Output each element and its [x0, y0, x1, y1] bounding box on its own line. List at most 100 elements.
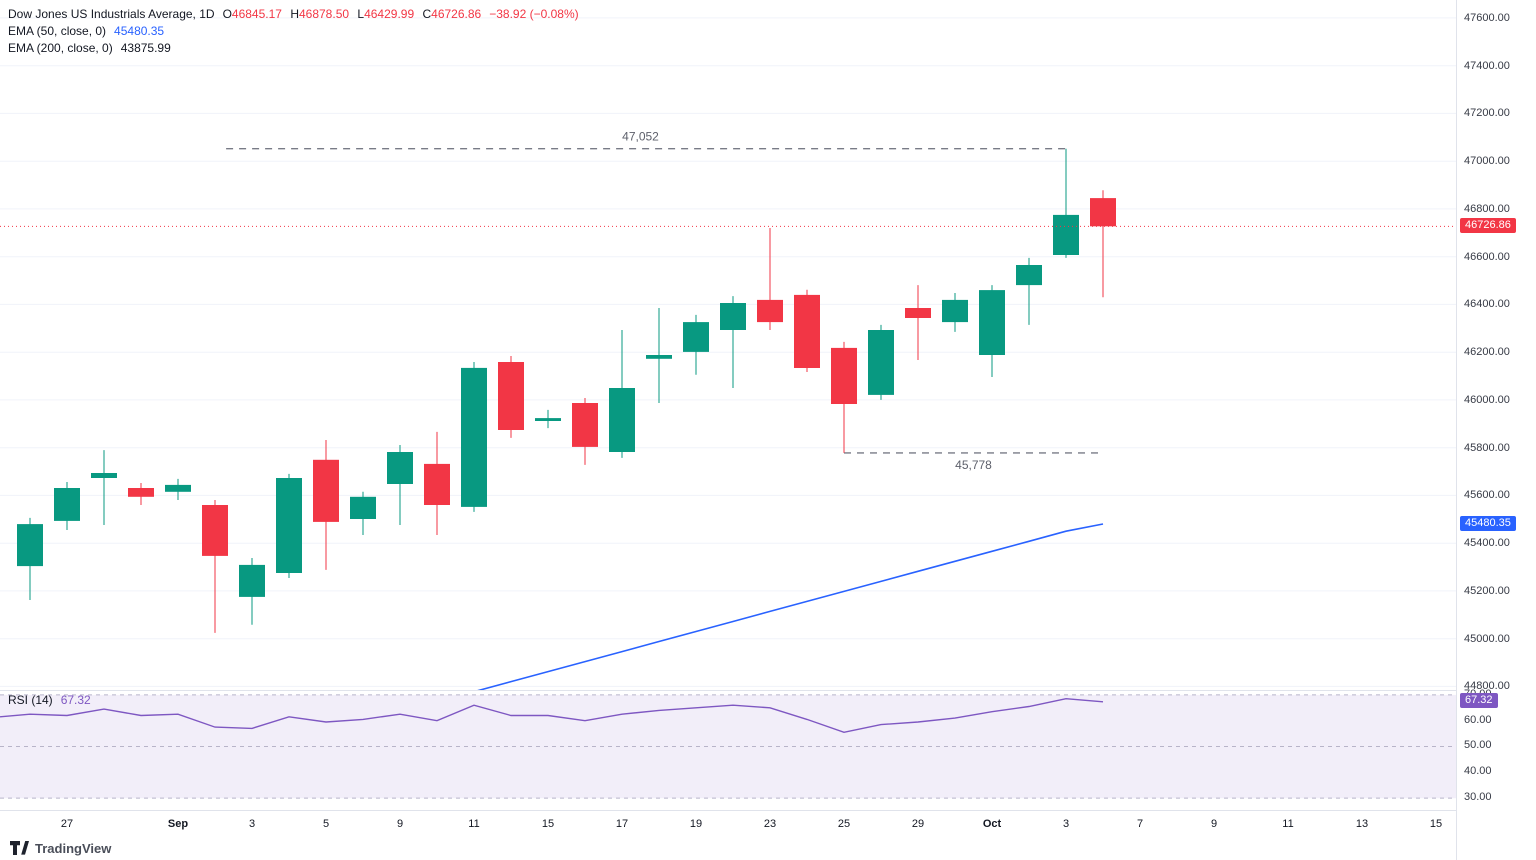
candle[interactable]: [757, 228, 783, 330]
ema200-legend-row[interactable]: EMA (200, close, 0) 43875.99: [8, 40, 579, 56]
rsi-chart[interactable]: [0, 691, 1456, 810]
time-tick: 19: [689, 818, 703, 830]
ema200-label: EMA (200, close, 0): [8, 41, 113, 55]
candle[interactable]: [313, 440, 339, 570]
rsi-tick: 50.00: [1464, 739, 1492, 751]
close-value: 46726.86: [431, 7, 482, 21]
low-value: 46429.99: [364, 7, 415, 21]
rsi-pane[interactable]: [0, 690, 1456, 810]
time-tick: Oct: [982, 818, 1002, 830]
time-tick: 27: [60, 818, 74, 830]
time-tick: 13: [1355, 818, 1369, 830]
candle[interactable]: [831, 341, 857, 453]
candle[interactable]: [794, 289, 820, 372]
main-legend: Dow Jones US Industrials Average, 1D O46…: [8, 6, 579, 57]
candle[interactable]: [979, 285, 1005, 377]
ema50-label: EMA (50, close, 0): [8, 24, 107, 38]
candle[interactable]: [91, 450, 117, 525]
candle[interactable]: [387, 445, 413, 525]
time-tick: 25: [837, 818, 851, 830]
time-axis[interactable]: 27 Sep 3 5 9 11 15 17 19 23 25 29 Oct 3 7 9 11 13 15: [0, 810, 1456, 838]
candle[interactable]: [683, 314, 709, 375]
price-tick: 45600.00: [1464, 489, 1510, 501]
last-price-badge: 46726.86: [1460, 218, 1516, 233]
rsi-line[interactable]: [0, 697, 1104, 734]
time-tick: 9: [396, 818, 404, 830]
candle[interactable]: [276, 473, 302, 578]
candle[interactable]: [461, 362, 487, 512]
time-tick: 5: [322, 818, 330, 830]
candle[interactable]: [646, 308, 672, 403]
footer-bar: TradingView: [10, 837, 111, 859]
open-value: 46845.17: [231, 7, 282, 21]
candle[interactable]: [1016, 257, 1042, 325]
price-tick: 45800.00: [1464, 442, 1510, 454]
ohlc-values: O46845.17 H46878.50 L46429.99 C46726.86: [223, 6, 482, 22]
candle[interactable]: [128, 483, 154, 505]
close-label: C: [422, 7, 432, 21]
time-tick: 3: [248, 818, 256, 830]
ema50-value: 45480.35: [114, 24, 165, 38]
price-tick: 47000.00: [1464, 155, 1510, 167]
candle[interactable]: [350, 491, 376, 535]
time-tick: 29: [911, 818, 925, 830]
candle[interactable]: [424, 431, 450, 535]
time-tick: 11: [468, 818, 480, 830]
time-tick: Sep: [167, 818, 189, 830]
rsi-tick: 40.00: [1464, 765, 1492, 777]
candle[interactable]: [165, 478, 191, 500]
price-tick: 44800.00: [1464, 680, 1510, 692]
time-tick: 11: [1282, 818, 1294, 830]
price-tick: 46000.00: [1464, 394, 1510, 406]
candle[interactable]: [54, 482, 80, 530]
main-chart-pane[interactable]: 47,052 45,778: [0, 0, 1456, 690]
candle[interactable]: [202, 500, 228, 633]
candle[interactable]: [239, 558, 265, 625]
candle[interactable]: [572, 398, 598, 465]
candle[interactable]: [609, 330, 635, 458]
rsi-legend-row[interactable]: RSI (14) 67.32: [8, 693, 91, 707]
rsi-badge: 67.32: [1460, 693, 1498, 708]
rsi-label: RSI (14): [8, 693, 53, 707]
resistance-label: 47,052: [622, 130, 659, 144]
rsi-tick: 60.00: [1464, 714, 1492, 726]
price-tick: 47600.00: [1464, 12, 1510, 24]
price-tick: 47200.00: [1464, 107, 1510, 119]
time-tick: 23: [763, 818, 777, 830]
open-label: O: [222, 7, 232, 21]
time-tick: 15: [1429, 818, 1443, 830]
candle[interactable]: [868, 324, 894, 400]
time-tick: 9: [1210, 818, 1218, 830]
support-label: 45,778: [955, 458, 992, 472]
candle[interactable]: [942, 293, 968, 332]
symbol-title: Dow Jones US Industrials Average, 1D: [8, 7, 215, 21]
rsi-value: 67.32: [60, 693, 91, 707]
candle[interactable]: [1053, 148, 1079, 258]
time-tick: 15: [541, 818, 555, 830]
change-value: −38.92 (−0.08%): [489, 7, 579, 21]
high-value: 46878.50: [298, 7, 350, 21]
ema50-legend-row[interactable]: EMA (50, close, 0) 45480.35: [8, 23, 579, 39]
low-label: L: [357, 7, 365, 21]
tradingview-logo-icon[interactable]: [10, 841, 29, 855]
price-axis[interactable]: 47600.00 47400.00 47200.00 47000.00 46800.00…: [1456, 0, 1536, 860]
candlestick-chart[interactable]: 47,052 45,778: [0, 0, 1456, 690]
tradingview-brand-text[interactable]: TradingView: [35, 840, 112, 856]
time-tick: 7: [1136, 818, 1144, 830]
price-tick: 47400.00: [1464, 60, 1510, 72]
high-label: H: [290, 7, 299, 21]
symbol-legend-row[interactable]: Dow Jones US Industrials Average, 1D O46…: [8, 6, 579, 22]
candle[interactable]: [498, 356, 524, 438]
candle[interactable]: [17, 517, 43, 600]
candle[interactable]: [905, 285, 931, 360]
price-tick: 45000.00: [1464, 633, 1510, 645]
ema50-line[interactable]: [474, 523, 1104, 690]
time-tick: 3: [1062, 818, 1070, 830]
candle[interactable]: [535, 409, 561, 429]
rsi-tick: 30.00: [1464, 791, 1492, 803]
price-tick: 46600.00: [1464, 251, 1510, 263]
price-tick: 45400.00: [1464, 537, 1510, 549]
candle[interactable]: [720, 296, 746, 388]
candle[interactable]: [1090, 190, 1116, 298]
